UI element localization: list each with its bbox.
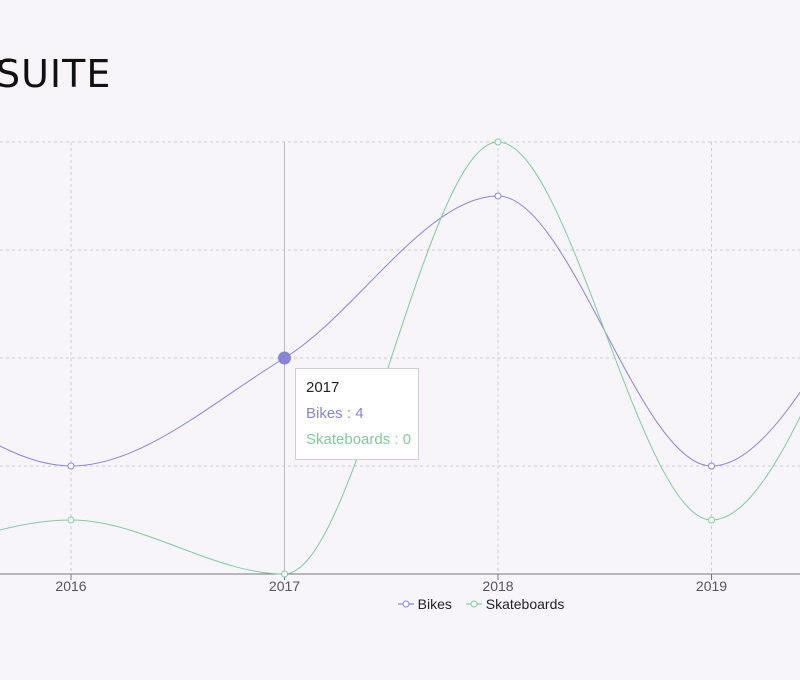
- page-title: SUITE: [0, 52, 112, 96]
- tooltip-row-bikes: Bikes : 4: [306, 405, 364, 422]
- x-tick-label: 2019: [696, 578, 727, 594]
- data-point-skateboards: [494, 138, 502, 146]
- chart-dots: [67, 138, 715, 578]
- tooltip-series-value: 4: [355, 405, 364, 422]
- data-point-bikes: [67, 462, 75, 470]
- chart-tooltip: 2017 Bikes : 4 Skateboards : 0: [295, 368, 419, 460]
- x-axis: 2016 2017 2018 2019: [0, 573, 800, 594]
- data-point-skateboards: [67, 516, 75, 524]
- chart-grid: [0, 141, 800, 574]
- tooltip-series-name: Bikes: [306, 405, 343, 422]
- data-point-bikes: [494, 192, 502, 200]
- data-point-skateboards: [708, 516, 715, 524]
- chart-legend: Bikes Skateboards: [0, 596, 800, 612]
- legend-line-icon: [465, 600, 482, 608]
- legend-label: Bikes: [417, 596, 452, 612]
- legend-item-bikes[interactable]: Bikes: [397, 596, 452, 612]
- data-point-bikes: [278, 351, 291, 365]
- legend-item-skateboards[interactable]: Skateboards: [465, 596, 565, 612]
- x-tick-label: 2017: [269, 578, 300, 594]
- tooltip-series-value: 0: [402, 431, 412, 448]
- x-tick-label: 2016: [55, 578, 86, 594]
- legend-line-icon: [397, 600, 414, 608]
- tooltip-row-skateboards: Skateboards : 0: [306, 431, 412, 448]
- title-accent-bar: [0, 60, 10, 62]
- data-point-bikes: [708, 462, 715, 470]
- tooltip-label: 2017: [306, 379, 340, 396]
- x-tick-label: 2018: [482, 578, 513, 594]
- legend-label: Skateboards: [485, 596, 565, 612]
- series-line-skateboards: [0, 141, 800, 575]
- data-point-skateboards: [281, 570, 288, 578]
- tooltip-series-name: Skateboards: [306, 431, 391, 448]
